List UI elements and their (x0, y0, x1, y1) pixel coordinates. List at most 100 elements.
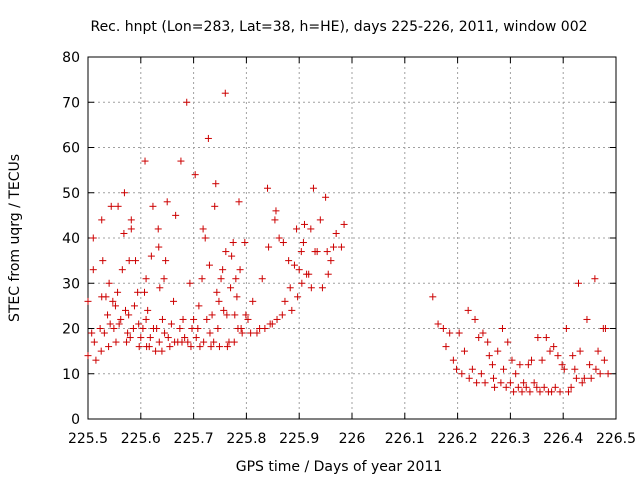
data-point (140, 288, 148, 296)
y-tick-label: 10 (62, 367, 80, 383)
data-point (194, 325, 202, 332)
data-point (522, 383, 530, 391)
data-point (120, 189, 128, 197)
data-point (207, 343, 215, 351)
data-point (587, 374, 595, 382)
data-point (196, 343, 204, 351)
grid-layer (88, 57, 616, 419)
x-tick-label: 226 (339, 431, 366, 447)
data-point (137, 334, 145, 342)
x-tick-label: 225.9 (279, 431, 319, 447)
data-point (230, 338, 238, 346)
data-point (491, 383, 499, 391)
data-point (215, 343, 223, 351)
data-point (201, 234, 209, 242)
data-point (107, 202, 115, 210)
data-point (184, 338, 192, 346)
data-point (192, 334, 200, 342)
data-point (473, 379, 481, 387)
data-point (524, 361, 532, 369)
data-point (265, 243, 273, 251)
data-point (214, 325, 222, 332)
data-point (490, 374, 498, 382)
data-point (126, 334, 134, 342)
data-point (195, 302, 203, 310)
data-point (542, 334, 550, 342)
data-point (439, 325, 447, 332)
data-point (219, 266, 227, 274)
data-point (512, 370, 520, 378)
data-point (258, 275, 266, 283)
data-point (142, 315, 150, 323)
data-point (203, 315, 211, 323)
data-point (247, 329, 255, 337)
data-point (323, 248, 331, 256)
data-point (121, 306, 129, 314)
data-point (322, 193, 330, 201)
data-point (142, 275, 150, 283)
data-point (484, 338, 492, 346)
data-point (500, 365, 508, 373)
data-point (88, 329, 96, 337)
data-point (199, 225, 207, 233)
data-point (98, 216, 106, 224)
data-point (604, 370, 612, 378)
data-point (149, 202, 157, 210)
data-point (156, 284, 164, 292)
x-tick-label: 225.8 (226, 431, 266, 447)
data-point (583, 315, 591, 323)
data-point (233, 293, 241, 301)
x-tick-label: 226.2 (438, 431, 478, 447)
data-point (205, 261, 213, 269)
data-point (481, 379, 489, 387)
data-point (208, 311, 216, 319)
data-point (222, 248, 230, 256)
data-point (135, 320, 143, 328)
data-point (89, 266, 97, 274)
x-axis-label: GPS time / Days of year 2011 (236, 459, 443, 475)
data-point (183, 98, 191, 106)
data-point (458, 370, 466, 378)
data-point (160, 275, 168, 283)
data-point (141, 157, 149, 165)
y-tick-label: 20 (62, 322, 80, 338)
data-point (264, 184, 272, 192)
data-point (190, 315, 198, 323)
data-point (460, 347, 468, 355)
data-point (307, 284, 315, 292)
data-point (162, 257, 170, 265)
data-point (468, 365, 476, 373)
data-point (123, 338, 131, 346)
data-point (164, 334, 172, 342)
data-point (106, 320, 114, 328)
data-point (236, 266, 244, 274)
data-point (550, 343, 558, 351)
data-point (316, 216, 324, 224)
data-point (229, 239, 237, 247)
data-point (221, 89, 229, 97)
data-point (275, 234, 283, 242)
data-point (90, 338, 98, 346)
data-point (551, 383, 559, 391)
data-point (446, 329, 454, 337)
data-point (465, 374, 473, 382)
x-tick-label: 225.7 (174, 431, 214, 447)
data-point (186, 279, 194, 287)
data-point (146, 334, 154, 342)
data-point (112, 338, 120, 346)
data-point (533, 383, 541, 391)
data-point (575, 279, 583, 287)
data-point (170, 297, 178, 305)
data-point (114, 202, 122, 210)
data-point (191, 171, 199, 179)
data-point (127, 216, 135, 224)
data-point (161, 329, 169, 337)
chart-title: Rec. hnpt (Lon=283, Lat=38, h=HE), days … (90, 19, 587, 35)
data-point (158, 315, 166, 323)
data-point (166, 343, 174, 351)
y-tick-label: 60 (62, 141, 80, 157)
x-tick-label: 225.5 (68, 431, 108, 447)
data-point (591, 275, 599, 283)
data-point (520, 379, 528, 387)
x-tick-label: 226.5 (596, 431, 636, 447)
